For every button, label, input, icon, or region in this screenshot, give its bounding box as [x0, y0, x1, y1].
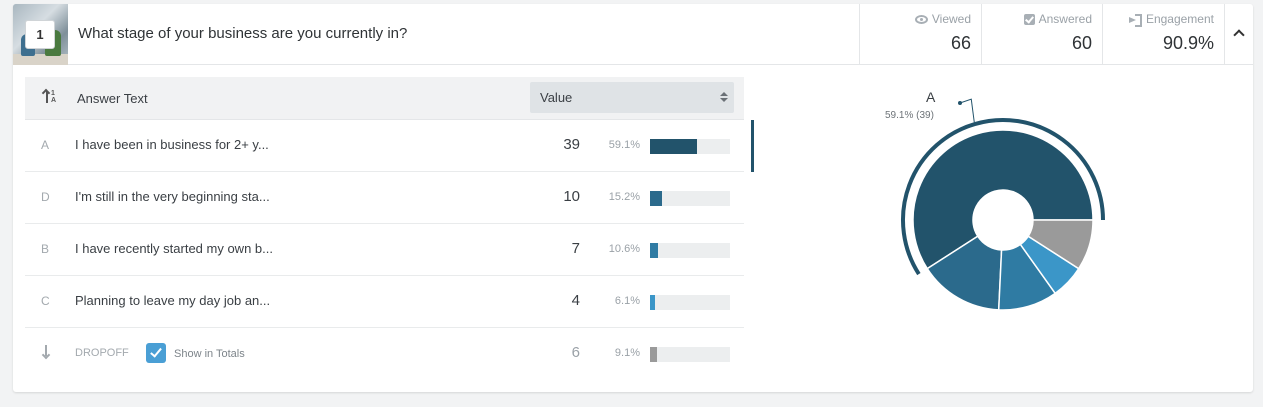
dropoff-count: 6	[571, 344, 580, 361]
stat-answered: Answered 60	[981, 4, 1102, 65]
column-value-sort[interactable]: Value	[530, 82, 734, 113]
row-count: 7	[571, 240, 580, 257]
dropoff-row: DROPOFF Show in Totals 6 9.1%	[25, 328, 744, 380]
eye-icon	[914, 14, 928, 24]
question-card: 1 What stage of your business are you cu…	[13, 4, 1253, 392]
check-square-icon	[1023, 13, 1035, 25]
callout-letter: A	[926, 89, 936, 105]
sort-updown-icon	[720, 92, 728, 104]
question-number-badge: 1	[25, 20, 55, 49]
row-answer-text: I'm still in the very beginning sta...	[75, 189, 270, 204]
row-answer-text: I have recently started my own b...	[75, 241, 273, 256]
row-count: 39	[563, 136, 580, 153]
dropoff-label: DROPOFF	[75, 347, 129, 359]
stat-answered-value: 60	[1071, 33, 1092, 53]
row-percent: 15.2%	[608, 191, 640, 203]
stat-engagement: Engagement 90.9%	[1102, 4, 1224, 65]
callout-label: 59.1% (39)	[885, 110, 934, 121]
donut-chart-svg	[901, 98, 1105, 311]
row-bar-fill	[650, 295, 655, 310]
row-percent: 6.1%	[614, 295, 640, 307]
stat-viewed: Viewed 66	[859, 4, 981, 65]
question-title: What stage of your business are you curr…	[78, 25, 408, 42]
stat-viewed-label: Viewed	[931, 12, 971, 26]
highlight-arc	[901, 118, 1105, 276]
stat-viewed-value: 66	[950, 33, 971, 53]
show-in-totals-label[interactable]: Show in Totals	[174, 348, 245, 360]
row-bar-track	[650, 139, 730, 154]
row-letter: D	[41, 190, 50, 204]
dropoff-percent: 9.1%	[614, 347, 640, 359]
show-in-totals-checkbox[interactable]	[146, 343, 166, 363]
row-answer-text: I have been in business for 2+ y...	[75, 137, 269, 152]
callout-dot	[958, 101, 962, 105]
dropoff-bar-fill	[650, 347, 658, 362]
row-answer-text: Planning to leave my day job an...	[75, 293, 271, 308]
row-bar-fill	[650, 243, 659, 258]
donut-slice-dropoff[interactable]	[1027, 219, 1094, 270]
stat-answered-label: Answered	[1038, 12, 1092, 26]
row-bar-track	[650, 191, 730, 206]
row-percent: 59.1%	[608, 139, 640, 151]
dropoff-arrow-icon	[42, 345, 50, 359]
question-header: 1 What stage of your business are you cu…	[13, 4, 1253, 65]
callout-line	[959, 98, 975, 123]
row-count: 4	[571, 292, 580, 309]
table-row[interactable]: B I have recently started my own b... 7 …	[25, 224, 744, 276]
table-row[interactable]: C Planning to leave my day job an... 4 6…	[25, 276, 744, 328]
row-bar-track	[650, 243, 730, 258]
collapse-button[interactable]	[1224, 4, 1253, 65]
row-count: 10	[563, 188, 580, 205]
table-row[interactable]: A I have been in business for 2+ y... 39…	[25, 120, 754, 172]
row-letter: C	[41, 294, 50, 308]
table-row[interactable]: D I'm still in the very beginning sta...…	[25, 172, 744, 224]
dropoff-bar-track	[650, 347, 730, 362]
row-bar-fill	[650, 191, 663, 206]
row-letter: B	[41, 242, 50, 256]
row-percent: 10.6%	[608, 243, 640, 255]
column-value-label: Value	[540, 90, 573, 105]
row-bar-fill	[650, 139, 698, 154]
stat-engagement-label: Engagement	[1145, 12, 1214, 26]
row-letter: A	[41, 138, 50, 152]
enter-icon	[1128, 13, 1142, 27]
row-bar-track	[650, 295, 730, 310]
column-answer-text[interactable]: Answer Text	[77, 91, 148, 106]
donut-slice-a[interactable]	[912, 129, 1094, 270]
stat-engagement-value: 90.9%	[1162, 33, 1214, 53]
donut-chart: A 59.1% (39)	[863, 80, 1123, 320]
